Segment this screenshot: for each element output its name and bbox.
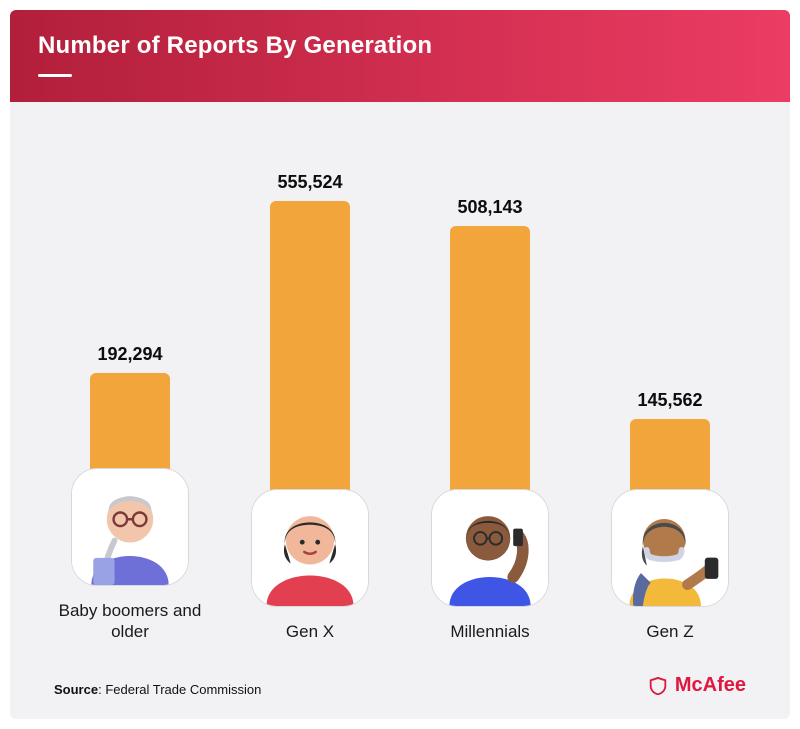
chart-card: Number of Reports By Generation 192,294 … — [10, 10, 790, 719]
chart-plot-area: 192,294 Baby boomers and older555,524 Ge… — [10, 102, 790, 642]
avatar-tile — [71, 468, 189, 586]
category-label: Baby boomers and older — [55, 600, 205, 643]
bar-value-label: 508,143 — [457, 197, 522, 218]
source-citation: Source: Federal Trade Commission — [54, 682, 261, 697]
bar-value-label: 555,524 — [277, 172, 342, 193]
category-label: Gen Z — [646, 621, 693, 642]
brand-name: McAfee — [675, 674, 746, 697]
brand-logo: McAfee — [647, 674, 746, 697]
bar — [450, 226, 530, 497]
source-label: Source — [54, 682, 98, 697]
avatar-tile — [251, 489, 369, 607]
category-label: Gen X — [286, 621, 334, 642]
chart-footer: Source: Federal Trade Commission McAfee — [10, 659, 790, 719]
bar-column: 192,294 Baby boomers and older — [50, 344, 210, 643]
bar-value-label: 145,562 — [637, 390, 702, 411]
bar-column: 555,524 Gen X — [230, 172, 390, 642]
bar-group: 192,294 Baby boomers and older555,524 Ge… — [40, 122, 760, 642]
bar-column: 145,562 Gen Z — [590, 390, 750, 642]
title-underline — [38, 74, 72, 77]
bar-value-label: 192,294 — [97, 344, 162, 365]
bar-column: 508,143 Millennials — [410, 197, 570, 642]
avatar-tile — [611, 489, 729, 607]
category-label: Millennials — [450, 621, 529, 642]
bar — [630, 419, 710, 497]
chart-header: Number of Reports By Generation — [10, 10, 790, 102]
bar — [90, 373, 170, 476]
avatar-tile — [431, 489, 549, 607]
source-value: Federal Trade Commission — [105, 682, 261, 697]
mcafee-shield-icon — [647, 675, 669, 697]
bar — [270, 201, 350, 497]
chart-title: Number of Reports By Generation — [38, 32, 762, 60]
